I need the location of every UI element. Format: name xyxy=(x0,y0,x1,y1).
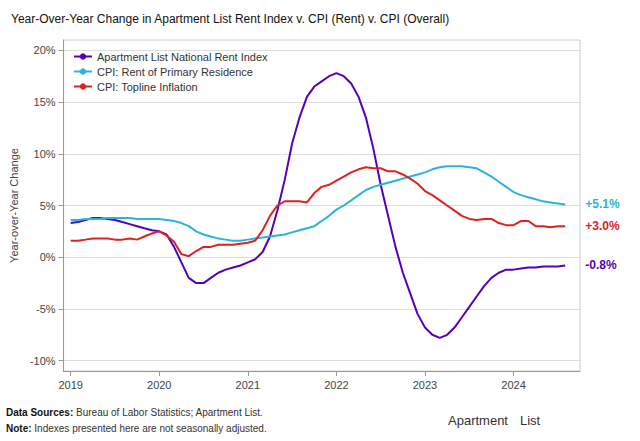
svg-text:Data Sources:: Data Sources: xyxy=(6,407,73,418)
svg-text:20%: 20% xyxy=(34,44,56,56)
svg-text:-5%: -5% xyxy=(36,303,56,315)
svg-text:10%: 10% xyxy=(34,148,56,160)
svg-text:2022: 2022 xyxy=(324,379,348,391)
svg-text:Year-Over-Year Change in Apart: Year-Over-Year Change in Apartment List … xyxy=(11,12,449,26)
svg-text:Apartment List National Rent I: Apartment List National Rent Index xyxy=(97,51,268,63)
svg-text:2020: 2020 xyxy=(147,379,171,391)
svg-text:Bureau of Labor Statistics; Ap: Bureau of Labor Statistics; Apartment Li… xyxy=(73,407,263,418)
svg-text:2023: 2023 xyxy=(413,379,437,391)
svg-text:List: List xyxy=(520,413,541,428)
svg-text:CPI: Rent of Primary Residence: CPI: Rent of Primary Residence xyxy=(97,66,253,78)
svg-text:2021: 2021 xyxy=(236,379,260,391)
svg-text:CPI: Topline Inflation: CPI: Topline Inflation xyxy=(97,81,198,93)
svg-text:Year-over-Year Change: Year-over-Year Change xyxy=(8,148,20,263)
svg-text:+5.1%: +5.1% xyxy=(585,197,620,211)
svg-text:0%: 0% xyxy=(40,251,56,263)
svg-text:2019: 2019 xyxy=(58,379,82,391)
svg-text:2024: 2024 xyxy=(501,379,525,391)
svg-text:Indexes presented here are not: Indexes presented here are not seasonall… xyxy=(32,423,267,434)
svg-text:-10%: -10% xyxy=(30,355,56,367)
svg-text:-0.8%: -0.8% xyxy=(585,258,617,272)
svg-text:Apartment: Apartment xyxy=(448,413,508,428)
svg-text:5%: 5% xyxy=(40,200,56,212)
svg-text:Note:: Note: xyxy=(6,423,32,434)
svg-text:+3.0%: +3.0% xyxy=(585,219,620,233)
svg-text:15%: 15% xyxy=(34,96,56,108)
